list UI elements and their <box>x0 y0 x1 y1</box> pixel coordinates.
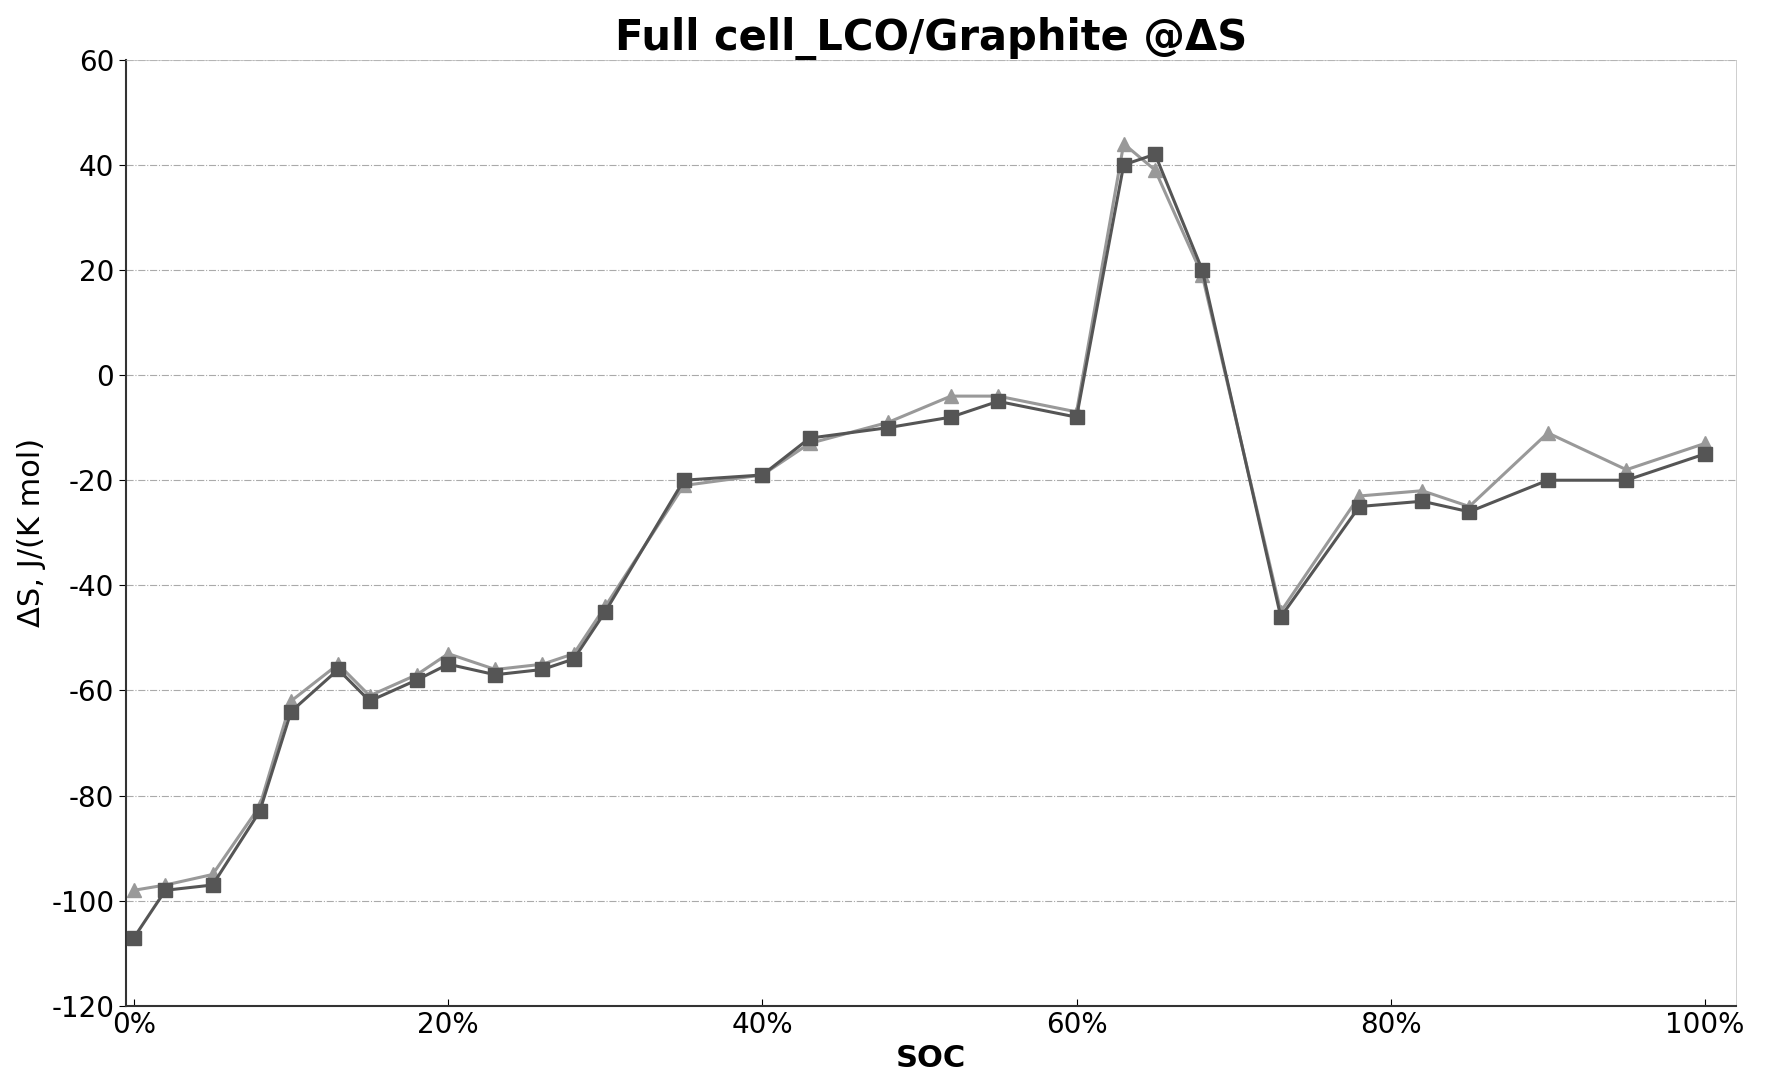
Y-axis label: ΔS, J/(K mol): ΔS, J/(K mol) <box>16 438 46 628</box>
X-axis label: SOC: SOC <box>895 1044 966 1074</box>
Title: Full cell_LCO/Graphite @ΔS: Full cell_LCO/Graphite @ΔS <box>615 16 1247 60</box>
